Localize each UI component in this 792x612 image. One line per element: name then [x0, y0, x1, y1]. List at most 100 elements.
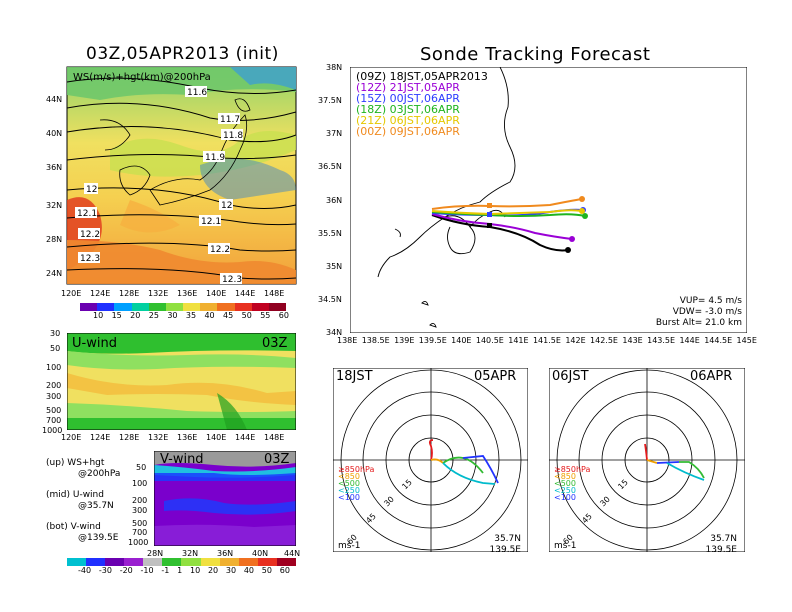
trajectories — [431, 198, 586, 252]
colorbar-label: 45 — [223, 311, 234, 320]
legend-item: (09Z) 18JST,05APR2013 — [356, 70, 488, 83]
lon-tick: 144E — [235, 289, 256, 298]
note-line: @35.7N — [78, 501, 114, 511]
lon-tick: 141.5E — [532, 336, 561, 345]
lon-tick: 124E — [90, 289, 111, 298]
lon-tick: 138.5E — [361, 336, 390, 345]
level-label: <850 — [554, 472, 576, 481]
p-tick: 500 — [46, 406, 62, 415]
note-line: @200hPa — [78, 469, 121, 479]
pos-line: 139.5E — [489, 545, 521, 555]
lat-tick: 40N — [252, 549, 269, 558]
level-label: <100 — [338, 493, 360, 502]
lon-tick: 140E — [451, 336, 472, 345]
lat-tick: 28N — [46, 235, 63, 244]
note-line: @139.5E — [78, 533, 119, 543]
lon-tick: 143.5E — [647, 336, 676, 345]
contour-labels: 11.6 11.7 11.8 11.9 12 12 12.1 12.1 12.2… — [75, 86, 243, 285]
lon-tick: 136E — [177, 289, 198, 298]
lat-tick: 35N — [326, 262, 343, 271]
lon-tick: 120E — [61, 289, 82, 298]
lat-tick: 24N — [46, 269, 63, 278]
trajectory-markers — [487, 196, 588, 253]
polar-2-pos: 35.7N 139.5E — [697, 534, 737, 556]
lon-tick: 139.5E — [418, 336, 447, 345]
lon-tick: 120E — [61, 433, 82, 442]
colorbar-label: 40 — [243, 566, 255, 575]
polar-1-unit: ms-1 — [338, 541, 361, 551]
contour-label: 12 — [221, 201, 232, 211]
polar-2-levels: ≥850hPa <850 <500 <250 <100 — [554, 465, 591, 502]
uwind-label: U-wind — [72, 336, 117, 351]
level-label: <500 — [338, 479, 360, 488]
colorbar-label: -40 — [78, 566, 92, 575]
colorbar-label: 20 — [130, 311, 141, 320]
polar-2-time: 06JST — [552, 369, 589, 384]
legend-item: (12Z) 21JST,05APR — [356, 81, 460, 94]
colorbar-label: -20 — [119, 566, 133, 575]
info-line: VDW= -3.0 m/s — [672, 307, 742, 317]
p-tick: 500 — [132, 519, 148, 528]
level-label: ≥850hPa — [338, 465, 375, 474]
lon-tick: 142.5E — [590, 336, 618, 345]
lat-tick: 28N — [147, 549, 164, 558]
level-label: <100 — [554, 493, 576, 502]
lat-tick: 36N — [217, 549, 234, 558]
note-line: (bot) V-wind — [46, 522, 101, 532]
lon-tick: 128E — [119, 289, 140, 298]
lon-tick: 141E — [508, 336, 529, 345]
p-tick: 700 — [132, 528, 148, 537]
wind-colorbar-labels: -40 -30 -20 -10 -1 1 10 20 30 40 50 60 — [78, 566, 290, 575]
p-tick: 300 — [132, 506, 148, 515]
colorbar-label: 40 — [204, 311, 215, 320]
lat-tick: 44N — [46, 95, 63, 104]
colorbar-label: 20 — [207, 566, 219, 575]
p-tick: 700 — [46, 416, 62, 425]
contour-label: 11.7 — [220, 115, 240, 125]
level-label: <250 — [338, 486, 360, 495]
colorbar-label: 15 — [111, 311, 122, 320]
contour-label: 11.8 — [223, 131, 243, 141]
pos-line: 35.7N — [710, 534, 737, 544]
lat-tick: 36.5N — [318, 162, 342, 171]
colorbar-label: 30 — [225, 566, 237, 575]
p-tick: 50 — [50, 344, 61, 353]
note-line: (up) WS+hgt — [46, 458, 105, 468]
uwind-plot — [67, 333, 296, 430]
track-lon-ticks: 138E 138.5E 139E 139.5E 140E 140.5E 141E… — [337, 336, 757, 345]
polar-1-date: 05APR — [474, 369, 517, 384]
level-label: <850 — [338, 472, 360, 481]
p-tick: 200 — [132, 496, 148, 505]
lon-tick: 144E — [235, 433, 256, 442]
colorbar-label: -30 — [98, 566, 112, 575]
lon-tick: 144.5E — [704, 336, 733, 345]
track-legend: (09Z) 18JST,05APR2013 (12Z) 21JST,05APR … — [356, 70, 488, 138]
note-bot: (bot) V-wind @139.5E — [46, 522, 118, 544]
polar-plot-2 — [549, 368, 745, 552]
vwind-plot — [154, 451, 296, 546]
contour-label: 12.2 — [80, 230, 100, 240]
lon-tick: 124E — [90, 433, 111, 442]
lon-tick: 136E — [177, 433, 198, 442]
colorbar-label: 35 — [185, 311, 197, 320]
track-plot — [350, 67, 747, 333]
lon-tick: 132E — [148, 433, 169, 442]
left-title: 03Z,05APR2013 (init) — [86, 44, 279, 64]
colorbar-label: 60 — [279, 566, 290, 575]
colorbar-label: 10 — [189, 566, 201, 575]
legend-item: (00Z) 09JST,06APR — [356, 125, 460, 138]
lon-tick: 148E — [264, 289, 285, 298]
lat-tick: 34N — [326, 328, 343, 337]
lon-tick: 139E — [394, 336, 415, 345]
info-line: Burst Alt= 21.0 km — [655, 318, 742, 328]
level-label: ≥850hPa — [554, 465, 591, 474]
coastline — [377, 67, 516, 328]
colorbar-label: 50 — [241, 311, 252, 320]
note-line: (mid) U-wind — [46, 490, 104, 500]
track-info: VUP= 4.5 m/s VDW= -3.0 m/s Burst Alt= 21… — [642, 296, 742, 329]
lon-tick: 128E — [119, 433, 140, 442]
vwind-label: V-wind — [160, 452, 204, 467]
ws-colorbar-labels: 10 15 20 25 30 35 40 45 50 55 60 — [93, 311, 289, 320]
vwind-time: 03Z — [264, 452, 290, 467]
